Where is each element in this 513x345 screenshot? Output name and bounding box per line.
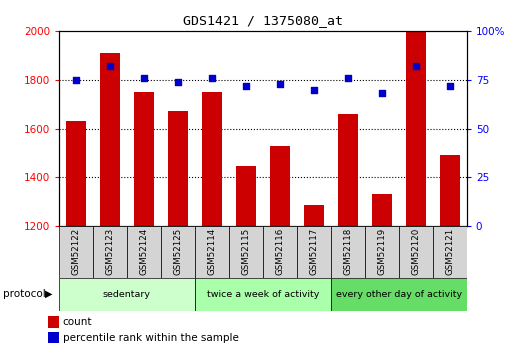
Bar — [399, 226, 433, 278]
Text: GSM52122: GSM52122 — [71, 228, 81, 275]
Bar — [168, 111, 188, 226]
Bar — [297, 226, 331, 278]
Bar — [371, 194, 392, 226]
Point — [242, 83, 250, 88]
Bar — [93, 226, 127, 278]
Point — [72, 77, 80, 82]
Bar — [365, 226, 399, 278]
Bar — [161, 226, 195, 278]
Text: sedentary: sedentary — [103, 289, 151, 299]
Text: GSM52120: GSM52120 — [411, 228, 420, 275]
Bar — [338, 114, 358, 226]
Bar — [100, 53, 120, 226]
Text: GSM52125: GSM52125 — [173, 228, 183, 275]
Bar — [235, 166, 256, 226]
Text: GSM52116: GSM52116 — [275, 228, 284, 275]
Bar — [270, 146, 290, 226]
Text: GSM52119: GSM52119 — [378, 228, 386, 275]
Point — [276, 81, 284, 87]
Text: count: count — [63, 317, 92, 327]
Bar — [134, 92, 154, 226]
Text: twice a week of activity: twice a week of activity — [207, 289, 319, 299]
Bar — [433, 226, 467, 278]
Title: GDS1421 / 1375080_at: GDS1421 / 1375080_at — [183, 14, 343, 27]
Text: ▶: ▶ — [45, 289, 53, 299]
Point — [106, 63, 114, 69]
Text: GSM52123: GSM52123 — [106, 228, 114, 275]
Bar — [127, 226, 161, 278]
Bar — [66, 121, 86, 226]
Bar — [195, 226, 229, 278]
Point — [310, 87, 318, 92]
Point — [174, 79, 182, 85]
Point — [344, 75, 352, 81]
Bar — [48, 332, 59, 344]
Bar — [304, 205, 324, 226]
Bar — [229, 226, 263, 278]
Bar — [59, 278, 195, 310]
Bar — [440, 155, 460, 226]
Text: protocol: protocol — [3, 289, 45, 299]
Text: GSM52118: GSM52118 — [343, 228, 352, 275]
Point — [140, 75, 148, 81]
Bar — [202, 92, 222, 226]
Bar — [59, 226, 93, 278]
Point — [208, 75, 216, 81]
Text: GSM52115: GSM52115 — [242, 228, 250, 275]
Text: every other day of activity: every other day of activity — [336, 289, 462, 299]
Text: GSM52121: GSM52121 — [445, 228, 455, 275]
Point — [446, 83, 454, 88]
Bar — [331, 278, 467, 310]
Point — [378, 91, 386, 96]
Bar — [406, 31, 426, 226]
Bar — [195, 278, 331, 310]
Text: percentile rank within the sample: percentile rank within the sample — [63, 333, 239, 343]
Text: GSM52114: GSM52114 — [207, 228, 216, 275]
Bar — [263, 226, 297, 278]
Point — [412, 63, 420, 69]
Text: GSM52117: GSM52117 — [309, 228, 319, 275]
Text: GSM52124: GSM52124 — [140, 228, 148, 275]
Bar — [48, 316, 59, 328]
Bar — [331, 226, 365, 278]
